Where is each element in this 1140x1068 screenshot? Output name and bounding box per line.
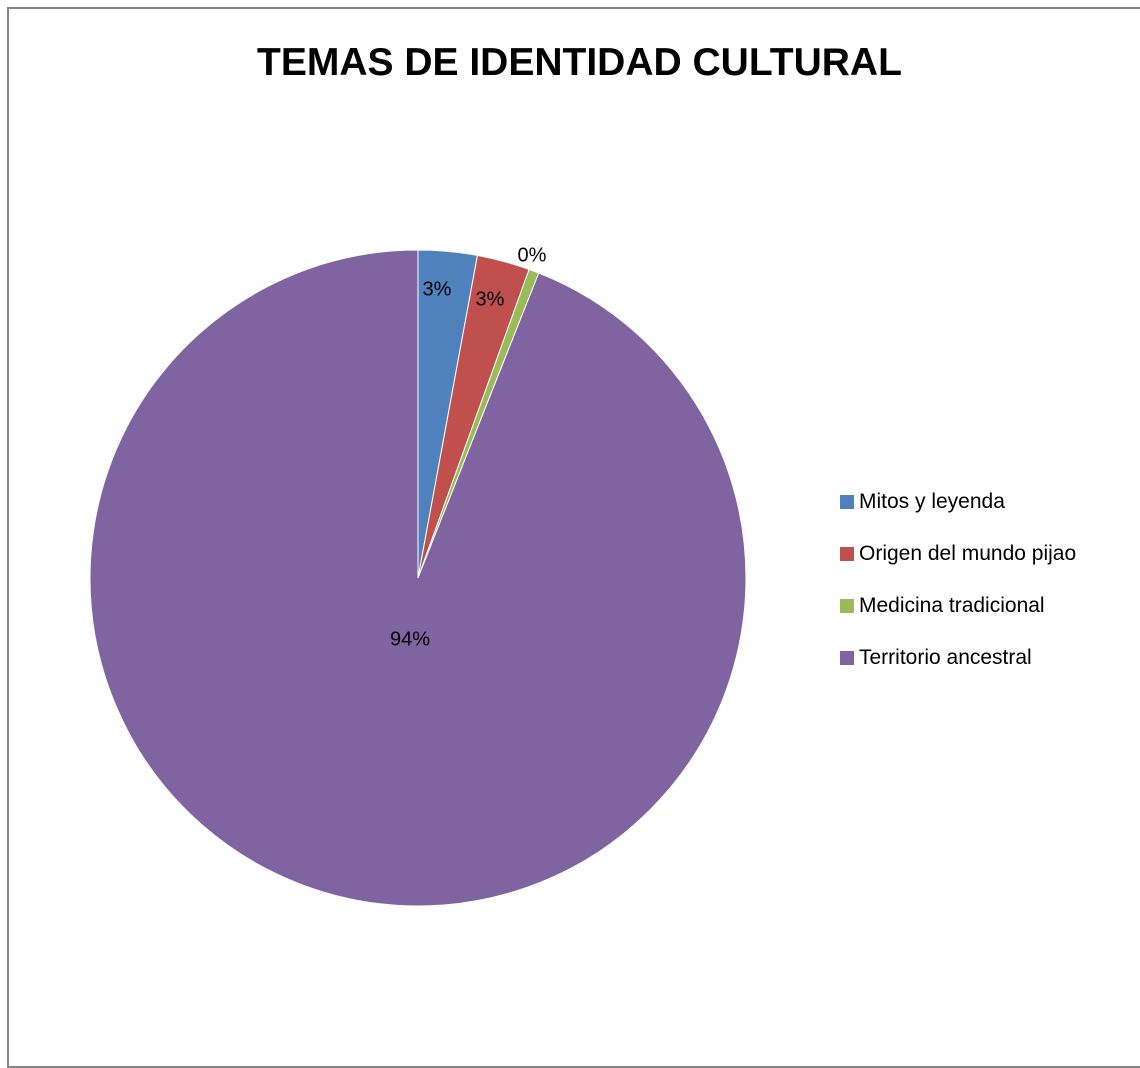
legend-label: Territorio ancestral bbox=[859, 646, 1032, 669]
legend-swatch bbox=[840, 599, 854, 613]
pie-slices bbox=[89, 249, 747, 907]
pie-slice-territorio-ancestral bbox=[89, 249, 747, 907]
legend-label: Mitos y leyenda bbox=[859, 490, 1005, 513]
legend-label: Medicina tradicional bbox=[859, 594, 1045, 617]
data-label-mitos-y-leyenda: 3% bbox=[423, 278, 452, 300]
legend-item: Medicina tradicional bbox=[840, 594, 1076, 618]
data-label-medicina-tradicional: 0% bbox=[518, 244, 547, 266]
pie-data-labels: 3% 3% 0% 94% bbox=[390, 244, 547, 650]
legend-swatch bbox=[840, 495, 854, 509]
legend-item: Territorio ancestral bbox=[840, 646, 1076, 670]
chart-legend: Mitos y leyenda Origen del mundo pijao Med… bbox=[840, 490, 1076, 698]
data-label-origen-del-mundo-pijao: 3% bbox=[476, 288, 505, 310]
data-label-territorio-ancestral: 94% bbox=[390, 628, 430, 650]
legend-swatch bbox=[840, 547, 854, 561]
legend-label: Origen del mundo pijao bbox=[859, 542, 1077, 565]
chart-title: TEMAS DE IDENTIDAD CULTURAL bbox=[257, 41, 902, 84]
legend-item: Origen del mundo pijao bbox=[840, 542, 1076, 566]
legend-item: Mitos y leyenda bbox=[840, 490, 1076, 514]
legend-swatch bbox=[840, 651, 854, 665]
